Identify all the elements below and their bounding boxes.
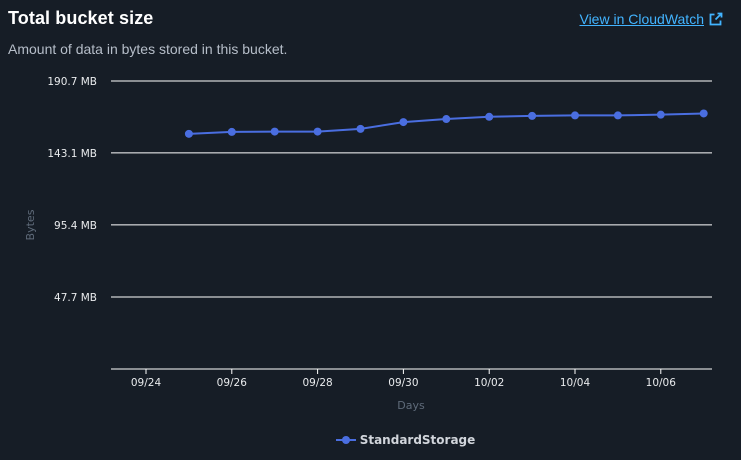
y-tick-label: 143.1 MB [47, 148, 97, 160]
data-point [399, 118, 408, 127]
x-tick-label: 09/24 [131, 377, 162, 389]
x-tick-label: 10/06 [646, 377, 677, 389]
data-point [571, 111, 579, 120]
y-tick-label: 47.7 MB [54, 292, 97, 304]
data-point [227, 127, 236, 136]
axes: 47.7 MB 95.4 MB 143.1 MB 190.7 MB 09/24 09/26… [47, 76, 712, 389]
x-tick-label: 10/02 [474, 377, 504, 389]
x-tick-label: 09/30 [388, 377, 418, 389]
y-tick-label: 190.7 MB [47, 76, 97, 88]
y-tick-label: 95.4 MB [54, 220, 97, 232]
legend-item-standard-storage[interactable]: StandardStorage [335, 433, 476, 447]
data-point [613, 111, 622, 120]
widget-header: Total bucket size View in CloudWatch [8, 8, 723, 36]
grid-lines [111, 80, 712, 298]
data-point [656, 110, 665, 119]
chart-legend: StandardStorage [0, 433, 741, 447]
data-point [270, 127, 279, 136]
x-axis-title: Days [397, 399, 425, 412]
widget-description: Amount of data in bytes stored in this b… [8, 41, 288, 57]
data-point [184, 129, 193, 138]
x-tick-label: 09/28 [302, 377, 332, 389]
data-point [313, 127, 322, 136]
view-in-cloudwatch-label: View in CloudWatch [579, 11, 704, 27]
data-point [356, 124, 365, 133]
x-tick-label: 10/04 [560, 377, 591, 389]
data-point [528, 111, 537, 120]
data-point [442, 115, 451, 124]
x-tick-label: 09/26 [217, 377, 248, 389]
data-point [485, 112, 494, 121]
data-point [699, 109, 708, 118]
widget-title: Total bucket size [8, 8, 154, 28]
y-axis-title: Bytes [24, 209, 37, 240]
legend-label: StandardStorage [359, 433, 476, 447]
view-in-cloudwatch-link[interactable]: View in CloudWatch [579, 11, 723, 27]
series-standard-storage [184, 109, 708, 138]
external-link-icon [709, 12, 723, 26]
legend-line-marker-icon [335, 436, 356, 444]
